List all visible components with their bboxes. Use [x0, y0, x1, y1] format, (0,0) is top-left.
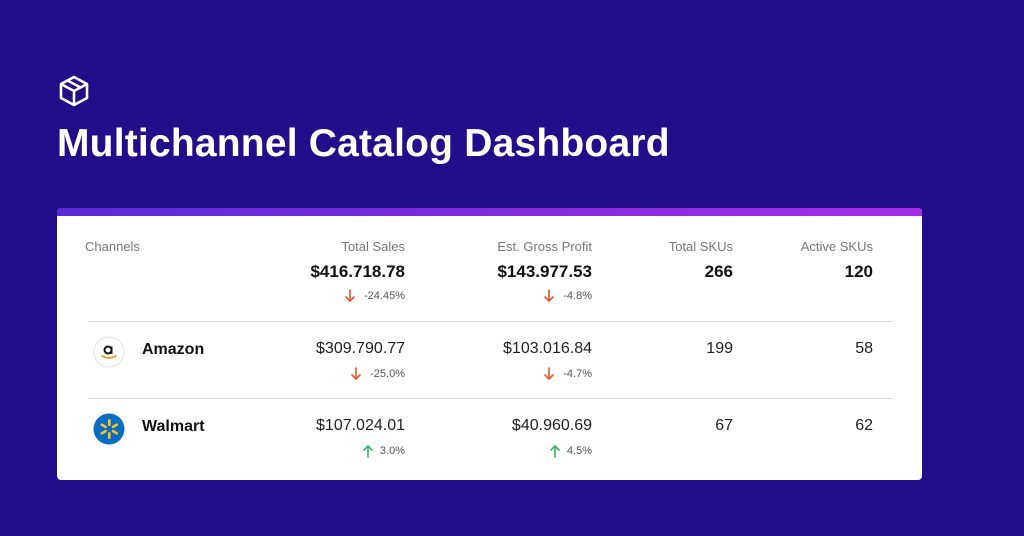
- channel-name: Walmart: [142, 418, 205, 435]
- arrow-up-svg: [550, 444, 560, 458]
- change: -24.45%: [364, 290, 405, 302]
- change: 4.5%: [566, 445, 592, 457]
- active-skus: 62: [855, 417, 873, 434]
- column-header: Total SKUs: [668, 239, 733, 254]
- gross-profit: $103.016.84: [503, 340, 592, 357]
- change: -4.7%: [563, 368, 592, 380]
- change: 3.0%: [379, 445, 405, 457]
- title: Multichannel Catalog Dashboard: [57, 122, 670, 165]
- total-sales: $107.024.01: [316, 417, 405, 434]
- column-header: Total Sales: [341, 239, 405, 254]
- total-skus: 199: [706, 340, 733, 357]
- arrow-down: [543, 367, 555, 386]
- change: -25.0%: [370, 368, 405, 380]
- column-header: Est. Gross Profit: [497, 239, 592, 254]
- amazon-logo: [93, 336, 125, 373]
- arrow-down-svg: [544, 289, 554, 303]
- arrow-down-svg: [544, 367, 554, 381]
- gross-profit: $40.960.69: [511, 417, 592, 434]
- table-card: Channels Total Sales Est. Gross Profit Tota…: [57, 208, 922, 480]
- column-header: Channels: [85, 239, 140, 254]
- channel-name: Amazon: [142, 341, 205, 358]
- active-skus: 120: [844, 262, 873, 281]
- row-divider: [88, 398, 893, 399]
- walmart-logo: [93, 413, 125, 450]
- arrow-down: [543, 289, 555, 308]
- walmart-logo-svg: [93, 413, 125, 445]
- total-sales: $309.790.77: [316, 340, 405, 357]
- box-icon: [59, 75, 89, 107]
- arrow-up: [549, 444, 561, 463]
- total-skus: 67: [715, 417, 733, 434]
- row-divider: [88, 321, 893, 322]
- total-skus: 266: [704, 262, 733, 281]
- arrow-up: [362, 444, 374, 463]
- arrow-down: [344, 289, 356, 308]
- arrow-down-svg: [350, 367, 361, 381]
- arrow-down-svg: [344, 289, 355, 303]
- card-accent: [57, 208, 922, 216]
- change: -4.8%: [563, 290, 592, 302]
- gross-profit: $143.977.53: [497, 262, 592, 281]
- total-sales: $416.718.78: [310, 262, 405, 281]
- amazon-logo-svg: [93, 336, 125, 368]
- active-skus: 58: [855, 340, 873, 357]
- arrow-up-svg: [363, 444, 373, 458]
- arrow-down: [350, 367, 362, 386]
- column-header: Active SKUs: [800, 239, 873, 254]
